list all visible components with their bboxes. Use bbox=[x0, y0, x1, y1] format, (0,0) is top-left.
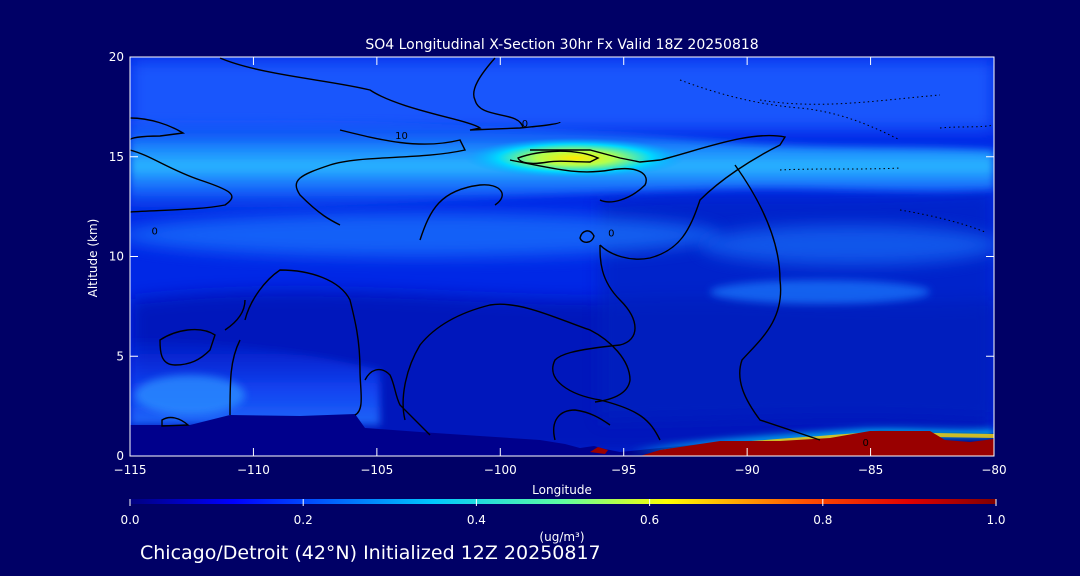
chart-title: SO4 Longitudinal X-Section 30hr Fx Valid… bbox=[365, 37, 758, 53]
colorbar bbox=[130, 499, 996, 504]
contour-labels: 10 0 0 0 0 bbox=[151, 119, 868, 449]
contour-hotspot-loop bbox=[517, 150, 600, 165]
contour-mid bbox=[552, 244, 661, 441]
terrain-east bbox=[640, 431, 994, 456]
colorbar-label: (ug/m³) bbox=[539, 530, 584, 544]
contour-east-small bbox=[579, 230, 595, 243]
contour-10-upper bbox=[219, 57, 561, 131]
y-axis-label: Altitude (km) bbox=[86, 219, 100, 298]
dotted-contour-4 bbox=[899, 209, 986, 233]
y-tick-label: 10 bbox=[109, 250, 124, 264]
contour-west-mid bbox=[244, 269, 362, 416]
footer-caption: Chicago/Detroit (42°N) Initialized 12Z 2… bbox=[140, 542, 601, 564]
y-tick-label: 15 bbox=[109, 150, 124, 164]
x-tick-label: −90 bbox=[734, 463, 759, 477]
x-tick-label: −95 bbox=[611, 463, 636, 477]
contour-label: 10 bbox=[395, 131, 408, 142]
y-tick-label: 0 bbox=[116, 449, 124, 463]
contour-mid-west bbox=[402, 303, 631, 421]
contour-10-west bbox=[130, 117, 186, 141]
x-tick-label: −115 bbox=[114, 463, 147, 477]
x-tick-label: −100 bbox=[484, 463, 517, 477]
colorbar-tick-label: 0.6 bbox=[640, 513, 659, 527]
colorbar-tick-label: 0.0 bbox=[120, 513, 139, 527]
contour-lines bbox=[130, 57, 821, 441]
contour-10-upper-loop bbox=[295, 129, 467, 226]
contour-label: 0 bbox=[862, 438, 868, 449]
colorbar-ticks: 0.0 0.2 0.4 0.6 0.8 1.0 bbox=[120, 499, 1006, 527]
x-tick-label: −80 bbox=[981, 463, 1006, 477]
colorbar-tick-label: 1.0 bbox=[986, 513, 1005, 527]
heatmap-west-patch bbox=[135, 375, 245, 415]
x-axis-label: Longitude bbox=[532, 483, 592, 497]
y-axis: 0 5 10 15 20 bbox=[109, 50, 994, 463]
colorbar-tick-label: 0.4 bbox=[467, 513, 486, 527]
y-tick-label: 20 bbox=[109, 50, 124, 64]
contour-near-surface bbox=[553, 409, 611, 441]
dotted-contour-2 bbox=[759, 94, 941, 105]
contour-west-low bbox=[224, 299, 246, 416]
colorbar-tick-label: 0.2 bbox=[294, 513, 313, 527]
contour-label: 0 bbox=[151, 227, 157, 238]
heatmap-mid-band bbox=[130, 213, 720, 257]
x-tick-label: −85 bbox=[858, 463, 883, 477]
heatmap-east-band-2 bbox=[710, 280, 930, 304]
dotted-contours bbox=[679, 79, 994, 233]
contour-0-eastern bbox=[530, 134, 787, 260]
y-tick-label: 5 bbox=[116, 349, 124, 363]
contour-0-top bbox=[473, 57, 524, 129]
heatmap-east-band bbox=[700, 225, 994, 265]
x-tick-label: −105 bbox=[360, 463, 393, 477]
x-tick-label: −110 bbox=[237, 463, 270, 477]
contour-west-loop bbox=[159, 328, 216, 366]
contour-inner bbox=[419, 159, 647, 241]
contour-east-vert bbox=[734, 164, 821, 441]
colorbar-tick-label: 0.8 bbox=[813, 513, 832, 527]
x-axis: −115 −110 −105 −100 −95 −90 −85 −80 bbox=[114, 57, 1007, 477]
dotted-contour-3 bbox=[939, 124, 994, 129]
contour-plume bbox=[364, 368, 431, 436]
contour-label: 0 bbox=[522, 119, 528, 130]
heatmap-hotspot bbox=[465, 138, 685, 178]
plot-area: 10 0 0 0 0 bbox=[130, 57, 994, 456]
heatmap-top-band bbox=[130, 60, 994, 130]
dotted-contour-1 bbox=[679, 79, 901, 141]
contour-label: 0 bbox=[608, 229, 614, 240]
contour-small-loop bbox=[161, 416, 190, 427]
contour-0-main bbox=[130, 149, 233, 213]
terrain-east-small bbox=[590, 447, 608, 454]
